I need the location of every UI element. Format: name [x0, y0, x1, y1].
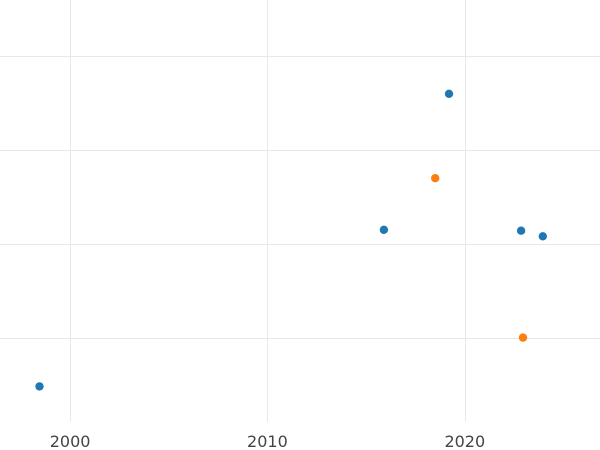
- data-point-s0-2: [444, 89, 454, 99]
- grid-lines: [0, 0, 600, 422]
- x-tick-label-0: 2000: [50, 432, 91, 450]
- x-tick-labels: 2000 2010 2020: [50, 432, 485, 450]
- data-point-s1-1: [518, 333, 528, 342]
- data-point-s0-0: [35, 382, 44, 391]
- x-tick-label-2: 2020: [444, 432, 485, 450]
- data-point-s0-4: [538, 232, 547, 241]
- data-point-s1-0: [431, 174, 440, 183]
- data-point-s0-1: [379, 225, 389, 234]
- data-points: [35, 89, 547, 391]
- data-point-s0-3: [516, 226, 526, 235]
- x-tick-label-1: 2010: [247, 432, 288, 450]
